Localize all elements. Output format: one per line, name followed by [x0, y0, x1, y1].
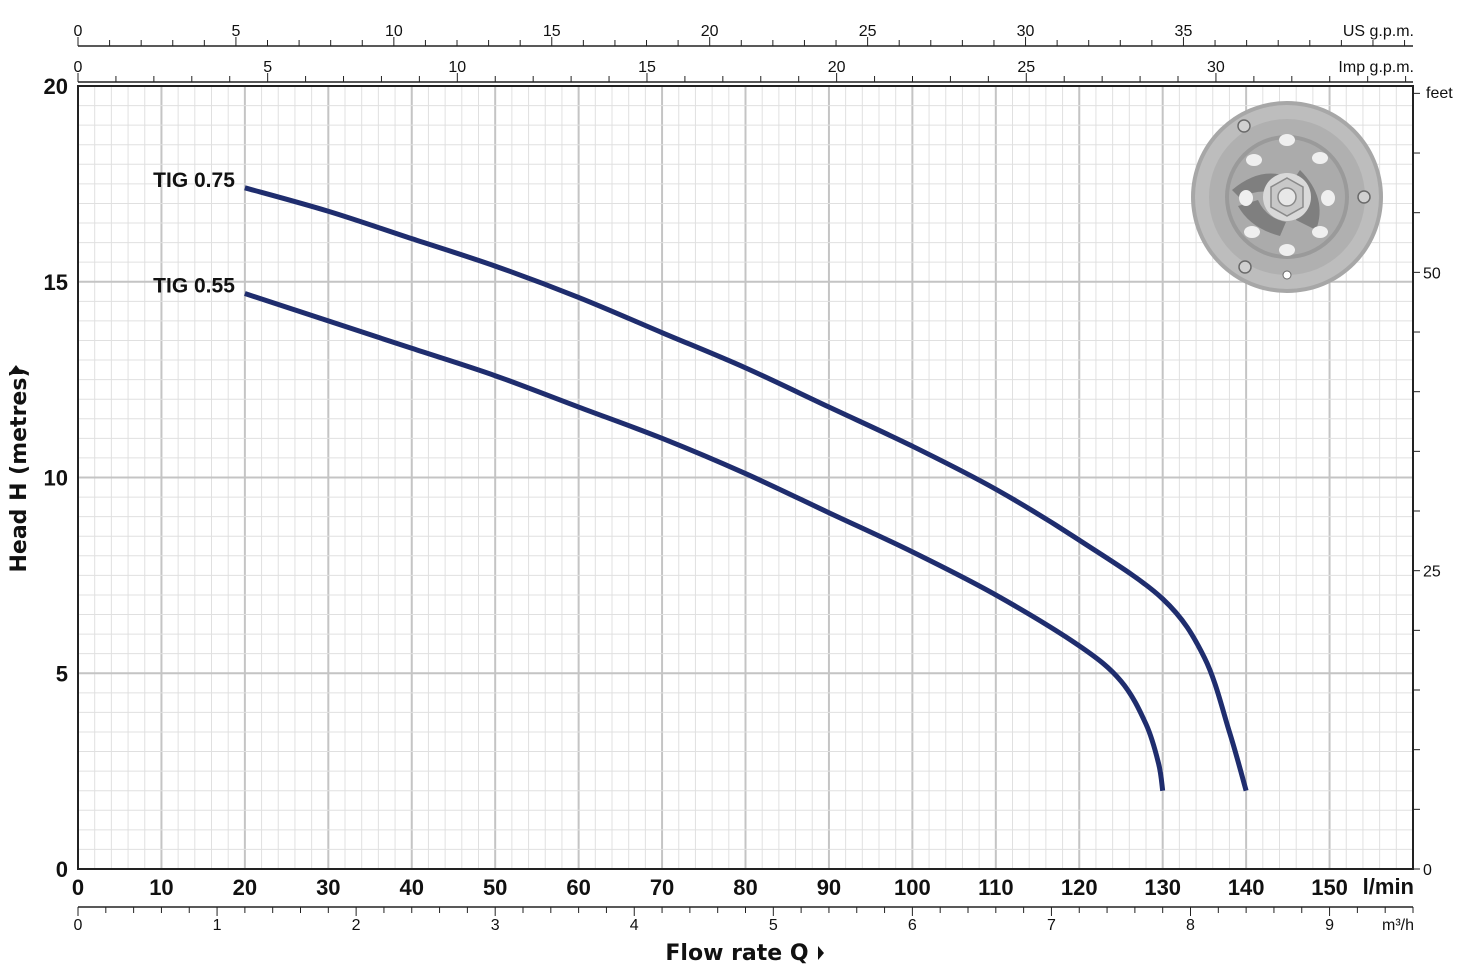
us-gpm-unit-label: US g.p.m. [1343, 23, 1414, 40]
feet-unit-label: feet [1426, 85, 1453, 102]
x-axis-title: Flow rate Q [665, 941, 808, 966]
m3h-tick-label: 6 [908, 917, 917, 934]
imp-gpm-tick-label: 30 [1207, 59, 1225, 76]
x-tick-label: 70 [650, 875, 674, 900]
axes: 0 10 20 30 40 50 60 70 80 90 100 110 120 130 140 150051… [44, 23, 1441, 934]
y-axis-title: Head H (metres) [7, 368, 32, 573]
us-gpm-tick-label: 0 [74, 23, 83, 40]
y-tick-label: 20 [44, 74, 68, 99]
m3h-tick-label: 8 [1186, 917, 1195, 934]
plot-frame [77, 85, 1414, 870]
imp-gpm-tick-label: 20 [828, 59, 846, 76]
m3h-tick-label: 4 [630, 917, 639, 934]
us-gpm-tick-label: 5 [231, 23, 240, 40]
imp-gpm-tick-label: 0 [74, 59, 83, 76]
series-label-1: TIG 0.75 [153, 169, 235, 192]
x-tick-label: 50 [483, 875, 507, 900]
x-tick-label: 30 [316, 875, 340, 900]
x-tick-label: 140 [1228, 875, 1265, 900]
us-gpm-tick-label: 35 [1175, 23, 1193, 40]
y-tick-label: 10 [44, 466, 68, 491]
imp-gpm-tick-label: 5 [263, 59, 272, 76]
x-tick-label: 130 [1144, 875, 1181, 900]
x-tick-label: 80 [733, 875, 757, 900]
x-tick-label: 120 [1061, 875, 1098, 900]
x-tick-label: 90 [817, 875, 841, 900]
m3h-tick-label: 5 [769, 917, 778, 934]
m3h-unit-label: m³/h [1382, 917, 1414, 934]
feet-tick-label: 25 [1423, 564, 1441, 581]
x-tick-label: 100 [894, 875, 931, 900]
x-tick-label: 40 [400, 875, 424, 900]
us-gpm-tick-label: 15 [543, 23, 561, 40]
m3h-tick-label: 3 [491, 917, 500, 934]
x-tick-label: 60 [566, 875, 590, 900]
us-gpm-tick-label: 10 [385, 23, 403, 40]
series: TIG 0.75 TIG 0.55 [153, 169, 1249, 792]
imp-gpm-tick-label: 10 [448, 59, 466, 76]
x-unit-label: l/min [1363, 874, 1414, 899]
m3h-tick-label: 0 [74, 917, 83, 934]
series-line-2 [244, 291, 1166, 792]
x-tick-label: 110 [978, 875, 1014, 900]
series-label-2: TIG 0.55 [153, 274, 235, 297]
y-tick-label: 0 [56, 857, 68, 882]
imp-gpm-tick-label: 15 [638, 59, 656, 76]
m3h-tick-label: 1 [213, 917, 222, 934]
x-tick-label: 10 [149, 875, 173, 900]
y-axis-arrow-icon [9, 365, 23, 374]
us-gpm-tick-label: 25 [859, 23, 877, 40]
m3h-tick-label: 7 [1047, 917, 1056, 934]
x-tick-label: 0 [72, 875, 84, 900]
feet-tick-label: 50 [1423, 265, 1441, 282]
us-gpm-tick-label: 30 [1017, 23, 1035, 40]
feet-tick-label: 0 [1423, 862, 1432, 879]
m3h-tick-label: 9 [1325, 917, 1334, 934]
m3h-tick-label: 2 [352, 917, 361, 934]
y-tick-label: 15 [44, 270, 68, 295]
y-tick-label: 5 [56, 661, 68, 686]
us-gpm-tick-label: 20 [701, 23, 719, 40]
grid [77, 85, 1414, 870]
x-axis-arrow-icon [818, 946, 824, 960]
series-line-1 [244, 185, 1249, 792]
x-tick-label: 20 [233, 875, 257, 900]
imp-gpm-tick-label: 25 [1017, 59, 1035, 76]
pump-impeller-image [1191, 101, 1383, 293]
x-tick-label: 150 [1311, 875, 1348, 900]
imp-gpm-unit-label: Imp g.p.m. [1338, 59, 1414, 76]
